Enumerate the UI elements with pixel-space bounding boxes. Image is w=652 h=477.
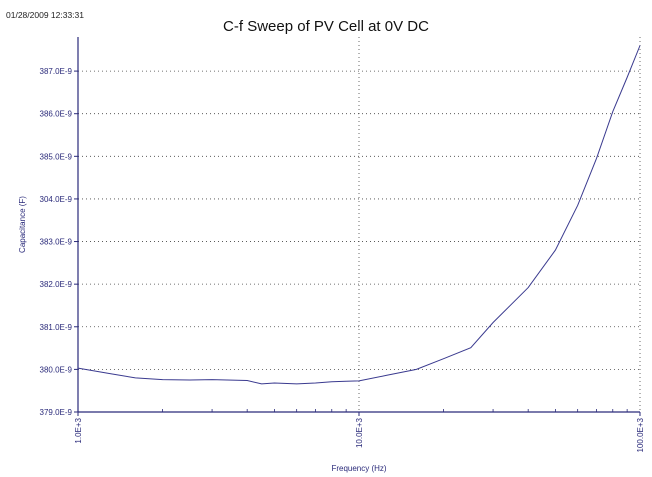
timestamp: 01/28/2009 12:33:31 xyxy=(6,10,84,20)
y-tick-label: 386.0E-9 xyxy=(40,110,73,119)
x-tick-label: 100.0E+3 xyxy=(636,417,645,452)
y-tick-label: 387.0E-9 xyxy=(40,67,73,76)
y-tick-label: 383.0E-9 xyxy=(40,238,73,247)
y-tick-label: 381.0E-9 xyxy=(40,323,73,332)
y-axis-title: Capacitance (F) xyxy=(18,196,27,253)
y-tick-label: 382.0E-9 xyxy=(40,280,73,289)
x-axis-title: Frequency (Hz) xyxy=(331,464,386,473)
y-tick-label: 379.0E-9 xyxy=(40,408,73,417)
series-line-capacitance xyxy=(77,45,641,385)
x-tick-label: 1.0E+3 xyxy=(74,417,83,443)
y-tick-label: 385.0E-9 xyxy=(40,152,73,161)
y-tick-label: 380.0E-9 xyxy=(40,365,73,374)
chart-title: C-f Sweep of PV Cell at 0V DC xyxy=(223,18,429,35)
grid xyxy=(78,37,641,412)
series-group xyxy=(77,45,641,385)
y-tick-label: 304.0E-9 xyxy=(40,195,73,204)
ticks: 379.0E-9 380.0E-9 381.0E-9 382.0E-9 383.0E-9… xyxy=(40,67,645,452)
x-tick-label: 10.0E+3 xyxy=(355,417,364,448)
